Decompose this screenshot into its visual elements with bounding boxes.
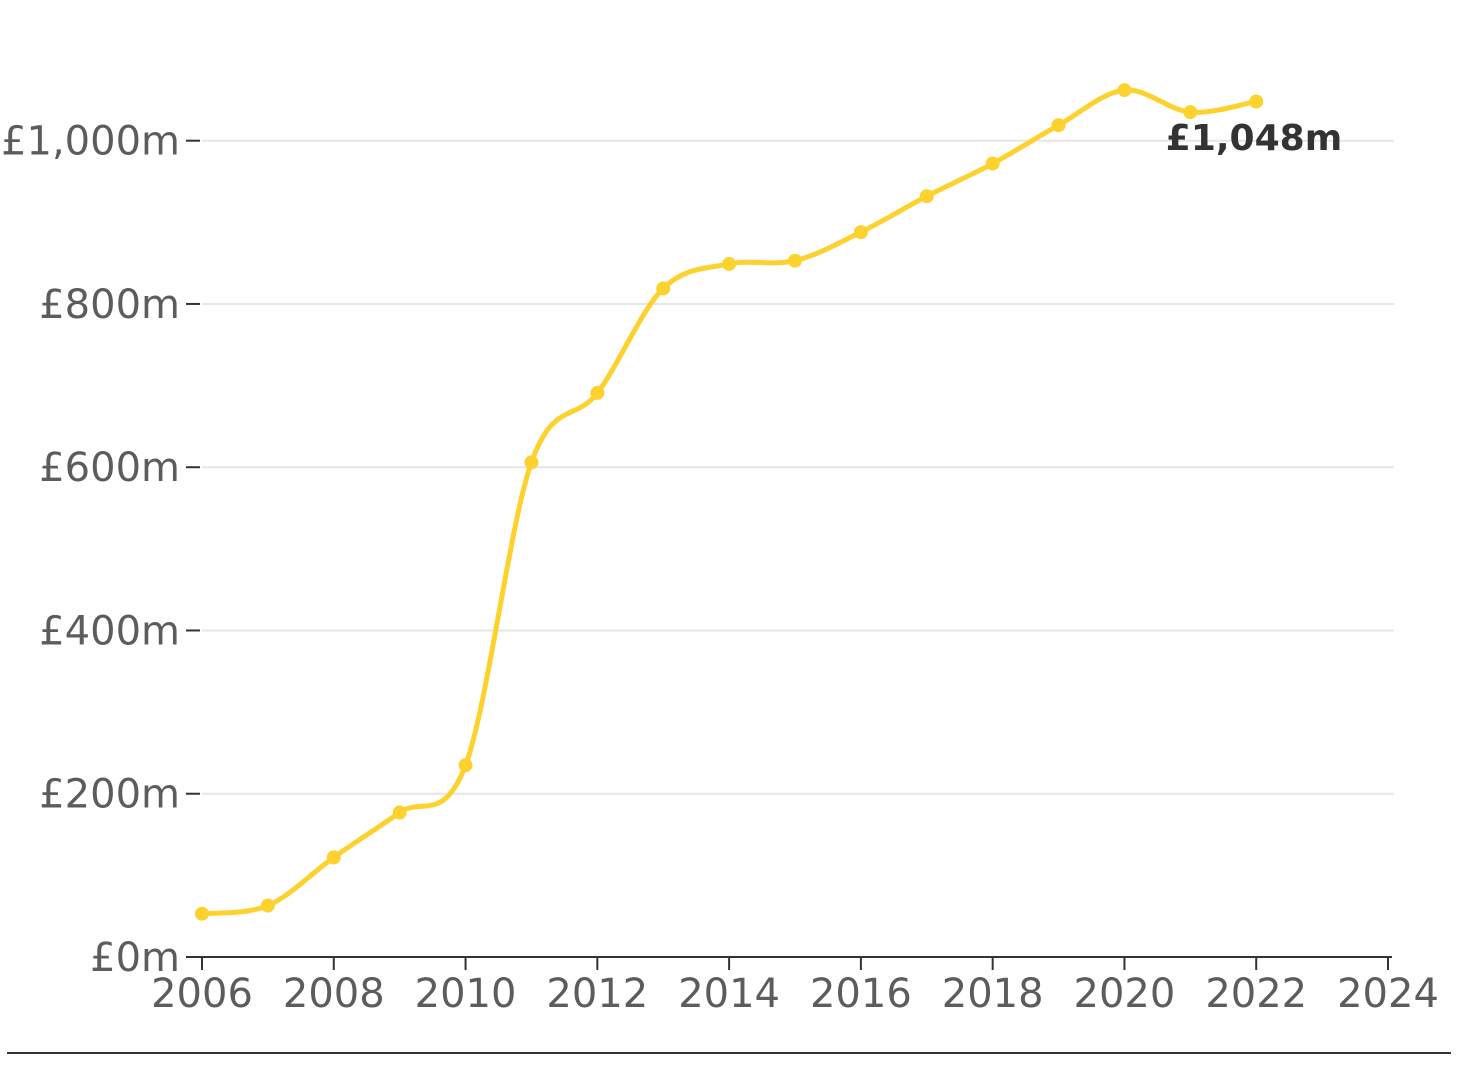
data-point (722, 256, 737, 271)
data-point (260, 898, 275, 913)
data-point (1183, 105, 1198, 120)
data-point (1117, 83, 1132, 98)
end-value-label: £1,048m (1166, 118, 1342, 159)
x-tick-label: 2024 (1337, 971, 1439, 1017)
annotations: £1,048m (1166, 118, 1342, 159)
x-tick-label: 2006 (151, 971, 253, 1017)
data-point (853, 225, 868, 240)
x-tick-label: 2012 (546, 971, 648, 1017)
data-point (985, 156, 1000, 171)
x-tick-label: 2010 (415, 971, 517, 1017)
x-tick-label: 2022 (1205, 971, 1307, 1017)
gridlines (202, 139, 1394, 795)
y-tick-label: £800m (39, 282, 180, 328)
y-tick-label: £600m (39, 445, 180, 491)
y-axis-ticks: £0m £200m £400m £600m £800m £1,000m (1, 119, 200, 981)
y-tick-label: £0m (90, 935, 180, 981)
x-tick-label: 2020 (1074, 971, 1176, 1017)
x-tick-label: 2016 (810, 971, 912, 1017)
data-point (458, 758, 473, 773)
data-point (392, 805, 407, 820)
x-axis-ticks: 2006 2008 2010 2012 2014 2016 2018 2020 2022 2024 (151, 957, 1439, 1017)
x-tick-label: 2008 (283, 971, 385, 1017)
data-point (656, 281, 671, 296)
y-tick-label: £1,000m (1, 119, 180, 165)
data-point (919, 189, 934, 204)
series (195, 83, 1264, 921)
y-tick-label: £200m (39, 772, 180, 818)
data-point (524, 455, 539, 470)
data-point (1249, 94, 1264, 109)
data-point (590, 385, 605, 400)
data-point (326, 850, 341, 865)
x-tick-label: 2018 (942, 971, 1044, 1017)
data-point (1051, 118, 1066, 133)
data-point (195, 906, 209, 921)
series-line (199, 87, 1259, 917)
data-point (788, 253, 802, 268)
x-tick-label: 2014 (678, 971, 780, 1017)
y-tick-label: £400m (39, 608, 180, 654)
